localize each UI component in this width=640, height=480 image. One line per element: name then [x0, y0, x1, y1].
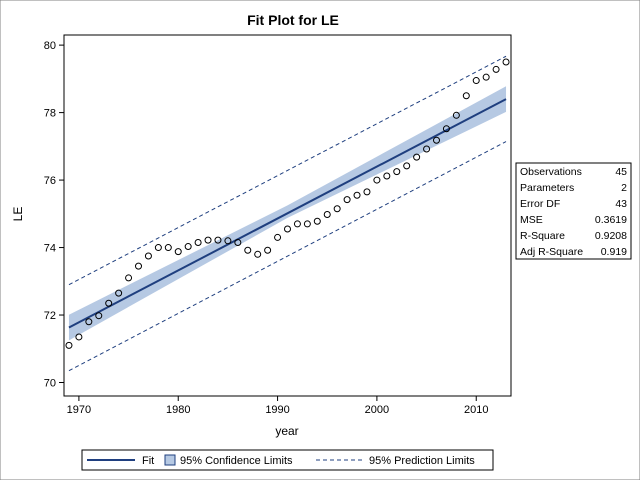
- data-point: [135, 262, 142, 270]
- data-point: [303, 220, 311, 228]
- chart-title: Fit Plot for LE: [247, 12, 339, 28]
- data-point: [224, 237, 232, 245]
- fit-line: [68, 98, 507, 329]
- x-tick-label: 1990: [265, 404, 289, 416]
- plot-area-frame: [63, 34, 512, 397]
- x-tick-label: 2000: [365, 404, 389, 416]
- data-point: [105, 299, 113, 307]
- data-point: [423, 145, 431, 153]
- data-point: [254, 250, 262, 258]
- y-tick-label: 70: [44, 378, 56, 390]
- stats-label: MSE: [520, 214, 543, 226]
- data-point: [194, 238, 202, 246]
- data-point: [383, 172, 391, 180]
- data-point: [452, 111, 460, 119]
- data-point: [462, 92, 470, 100]
- y-tick-label: 72: [44, 310, 56, 322]
- fit-statistics-table: Observations 45 Parameters 2 Error DF 43 MSE 0.…: [515, 162, 632, 260]
- data-point: [413, 153, 421, 161]
- data-point: [482, 73, 490, 81]
- data-point: [274, 233, 282, 241]
- data-point: [343, 196, 351, 204]
- stats-value: 2: [621, 182, 627, 194]
- stats-table-frame: [515, 162, 632, 260]
- stats-label: Observations: [520, 166, 582, 178]
- data-point: [353, 191, 361, 199]
- data-point: [125, 274, 133, 282]
- data-point: [234, 238, 242, 246]
- data-point: [393, 168, 401, 176]
- data-point: [363, 188, 371, 196]
- data-point: [65, 341, 73, 349]
- data-point: [164, 244, 172, 252]
- data-point: [264, 246, 272, 254]
- stats-value: 45: [615, 166, 627, 178]
- lower-prediction-limit: [68, 141, 507, 372]
- data-point: [502, 58, 510, 66]
- y-tick-label: 74: [44, 243, 56, 255]
- data-point: [154, 244, 162, 252]
- data-point: [184, 243, 192, 251]
- data-point: [284, 225, 291, 233]
- legend-label: Fit: [142, 455, 154, 467]
- data-point: [492, 65, 500, 73]
- stats-value: 0.919: [601, 246, 627, 258]
- data-point: [442, 125, 450, 133]
- legend-frame: [81, 449, 494, 471]
- data-point: [244, 246, 252, 254]
- data-point: [373, 176, 381, 184]
- data-point: [472, 77, 480, 85]
- x-axis-label: year: [275, 424, 298, 438]
- data-point: [85, 318, 93, 326]
- x-tick-label: 2010: [464, 404, 488, 416]
- data-point: [293, 220, 301, 228]
- stats-label: Parameters: [520, 182, 574, 194]
- data-point: [333, 205, 341, 213]
- stats-label: Adj R-Square: [520, 246, 583, 258]
- y-tick-label: 76: [44, 175, 56, 187]
- legend-label: 95% Confidence Limits: [180, 455, 293, 467]
- data-point: [313, 217, 321, 225]
- data-point: [174, 248, 182, 256]
- y-axis-label: LE: [11, 207, 25, 222]
- upper-prediction-limit: [68, 55, 507, 286]
- data-point: [214, 236, 222, 244]
- legend-label: 95% Prediction Limits: [369, 455, 475, 467]
- y-tick-label: 80: [44, 40, 56, 52]
- data-point: [75, 333, 83, 341]
- data-point: [115, 289, 123, 297]
- legend-swatch-confidence: [164, 454, 176, 466]
- stats-value: 0.3619: [595, 214, 627, 226]
- data-point: [323, 210, 331, 218]
- stats-label: Error DF: [520, 198, 560, 210]
- stats-value: 43: [615, 198, 627, 210]
- legend: Fit 95% Confidence Limits 95% Prediction L…: [81, 449, 494, 471]
- data-point: [403, 162, 411, 170]
- data-point: [144, 252, 152, 260]
- y-tick-label: 78: [44, 108, 56, 120]
- data-point: [204, 236, 212, 244]
- stats-label: R-Square: [520, 230, 565, 242]
- data-point: [95, 312, 103, 320]
- x-tick-label: 1980: [166, 404, 190, 416]
- stats-value: 0.9208: [595, 230, 627, 242]
- data-point: [433, 136, 440, 144]
- x-tick-label: 1970: [67, 404, 91, 416]
